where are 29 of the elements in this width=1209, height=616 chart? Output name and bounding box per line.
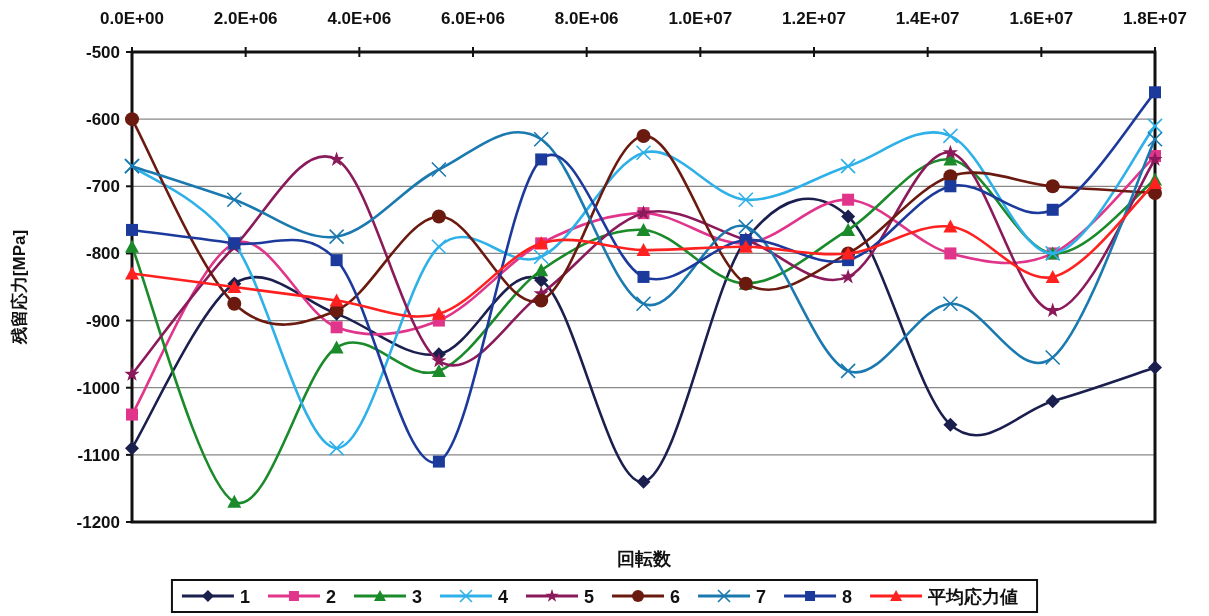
legend-label: 平均応力値 <box>927 587 1019 607</box>
y-tick-label: -800 <box>85 244 120 264</box>
x-tick-label: 8.0E+06 <box>554 9 619 28</box>
legend-label: 1 <box>239 587 250 607</box>
x-tick-label: 6.0E+06 <box>441 9 505 28</box>
y-axis-title: 残留応力[MPa] <box>10 229 29 346</box>
legend-label: 5 <box>584 587 595 607</box>
y-tick-label: -1100 <box>77 445 120 465</box>
x-tick-label: 4.0E+06 <box>327 9 392 28</box>
x-tick-label: 1.4E+07 <box>895 9 960 28</box>
legend-label: 3 <box>411 587 422 607</box>
legend-label: 8 <box>842 587 853 607</box>
x-tick-label: 0.0E+00 <box>100 9 164 28</box>
y-tick-label: -600 <box>85 110 120 130</box>
legend-label: 2 <box>325 587 336 607</box>
legend-label: 6 <box>670 587 681 607</box>
x-axis-title: 回転数 <box>616 549 672 569</box>
x-tick-label: 1.8E+07 <box>1123 9 1187 28</box>
legend-label: 7 <box>756 587 767 607</box>
legend-label: 4 <box>497 587 508 607</box>
x-tick-label: 1.6E+07 <box>1009 9 1074 28</box>
x-tick-label: 1.0E+07 <box>668 9 733 28</box>
y-tick-label: -1200 <box>76 513 120 532</box>
y-tick-label: -700 <box>85 177 120 197</box>
y-tick-label: -500 <box>85 43 120 62</box>
x-tick-label: 1.2E+07 <box>782 9 846 28</box>
y-tick-label: -900 <box>85 311 120 331</box>
y-tick-label: -1000 <box>76 378 120 398</box>
x-tick-label: 2.0E+06 <box>213 9 278 28</box>
